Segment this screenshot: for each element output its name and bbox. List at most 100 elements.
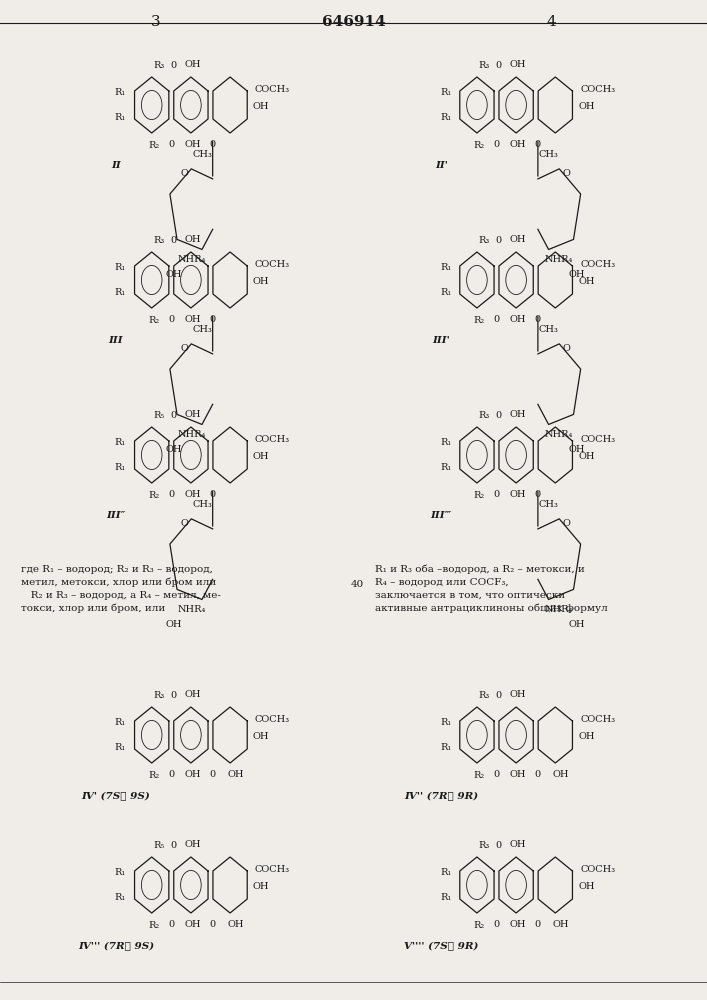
Text: OH: OH <box>578 882 595 891</box>
Text: R₁: R₁ <box>440 113 451 122</box>
Text: 0: 0 <box>168 490 175 499</box>
Text: 0: 0 <box>496 236 502 245</box>
Text: OH: OH <box>253 102 269 111</box>
Text: R₂: R₂ <box>148 921 159 930</box>
Text: 0: 0 <box>534 315 541 324</box>
Text: 0: 0 <box>168 920 175 929</box>
Text: 0: 0 <box>493 920 500 929</box>
Text: R₁: R₁ <box>440 288 451 297</box>
Text: OH: OH <box>253 277 269 286</box>
Text: OH: OH <box>510 770 526 779</box>
Text: OH: OH <box>165 445 182 454</box>
Text: OH: OH <box>578 452 595 461</box>
Text: COCH₃: COCH₃ <box>255 85 290 94</box>
Text: R₂: R₂ <box>148 491 159 500</box>
Text: NHR₄: NHR₄ <box>177 605 206 614</box>
Text: R₂: R₂ <box>148 771 159 780</box>
Text: R₁: R₁ <box>440 743 451 752</box>
Text: CH₃: CH₃ <box>539 500 559 509</box>
Text: R₂: R₂ <box>473 491 484 500</box>
Text: OH: OH <box>185 315 201 324</box>
Text: COCH₃: COCH₃ <box>580 865 615 874</box>
Text: NHR₄: NHR₄ <box>545 605 573 614</box>
Text: OH: OH <box>510 235 526 244</box>
Text: R₅: R₅ <box>153 411 164 420</box>
Text: COCH₃: COCH₃ <box>255 715 290 724</box>
Text: R₂: R₂ <box>148 316 159 325</box>
Text: OH: OH <box>253 452 269 461</box>
Text: II: II <box>111 161 121 170</box>
Text: 646914: 646914 <box>322 15 385 29</box>
Text: 0: 0 <box>168 140 175 149</box>
Text: R₁ и R₃ оба –водород, а R₂ – метокси, и
R₄ – водород или COCF₃,
заключается в то: R₁ и R₃ оба –водород, а R₂ – метокси, и … <box>375 565 607 613</box>
Text: OH: OH <box>510 920 526 929</box>
Text: 0: 0 <box>493 140 500 149</box>
Text: OH: OH <box>553 920 570 929</box>
Text: R₂: R₂ <box>148 141 159 150</box>
Text: R₁: R₁ <box>115 893 126 902</box>
Text: O: O <box>563 519 571 528</box>
Text: 40: 40 <box>351 580 363 589</box>
Text: IV''' (7R∶ 9S): IV''' (7R∶ 9S) <box>78 941 154 950</box>
Text: OH: OH <box>578 102 595 111</box>
Text: CH₃: CH₃ <box>192 500 212 509</box>
Text: 0: 0 <box>493 490 500 499</box>
Text: OH: OH <box>569 270 585 279</box>
Text: NHR₄: NHR₄ <box>177 255 206 264</box>
Text: 0: 0 <box>209 490 216 499</box>
Text: 0: 0 <box>496 411 502 420</box>
Text: R₁: R₁ <box>440 893 451 902</box>
Text: OH: OH <box>578 277 595 286</box>
Text: 0: 0 <box>168 315 175 324</box>
Text: CH₃: CH₃ <box>539 325 559 334</box>
Text: OH: OH <box>510 840 526 849</box>
Text: 0: 0 <box>534 770 541 779</box>
Text: R₁: R₁ <box>115 88 126 97</box>
Text: OH: OH <box>253 882 269 891</box>
Text: R₂: R₂ <box>473 141 484 150</box>
Text: O: O <box>180 169 188 178</box>
Text: R₃: R₃ <box>478 841 489 850</box>
Text: OH: OH <box>185 410 201 419</box>
Text: OH: OH <box>569 620 585 629</box>
Text: 0: 0 <box>209 315 216 324</box>
Text: 0: 0 <box>170 61 177 70</box>
Text: 0: 0 <box>534 920 541 929</box>
Text: O: O <box>180 344 188 353</box>
Text: R₃: R₃ <box>478 691 489 700</box>
Text: R₁: R₁ <box>440 438 451 447</box>
Text: COCH₃: COCH₃ <box>255 865 290 874</box>
Text: NHR₄: NHR₄ <box>177 430 206 439</box>
Text: IV' (7S∶ 9S): IV' (7S∶ 9S) <box>82 791 151 800</box>
Text: 0: 0 <box>496 691 502 700</box>
Text: 0: 0 <box>534 490 541 499</box>
Text: III': III' <box>433 336 450 345</box>
Text: OH: OH <box>510 60 526 69</box>
Text: R₁: R₁ <box>115 263 126 272</box>
Text: 0: 0 <box>209 140 216 149</box>
Text: 0: 0 <box>493 770 500 779</box>
Text: R₃: R₃ <box>478 236 489 245</box>
Text: 3: 3 <box>151 15 160 29</box>
Text: OH: OH <box>185 60 201 69</box>
Text: COCH₃: COCH₃ <box>255 435 290 444</box>
Text: 0: 0 <box>170 691 177 700</box>
Text: 0: 0 <box>209 920 216 929</box>
Text: R₁: R₁ <box>115 718 126 727</box>
Text: NHR₄: NHR₄ <box>545 430 573 439</box>
Text: OH: OH <box>228 770 245 779</box>
Text: R₅: R₅ <box>153 841 164 850</box>
Text: OH: OH <box>510 690 526 699</box>
Text: R₃: R₃ <box>153 691 164 700</box>
Text: 0: 0 <box>170 841 177 850</box>
Text: R₁: R₁ <box>440 463 451 472</box>
Text: R₃: R₃ <box>478 411 489 420</box>
Text: R₁: R₁ <box>440 868 451 877</box>
Text: OH: OH <box>510 490 526 499</box>
Text: CH₃: CH₃ <box>192 150 212 159</box>
Text: R₁: R₁ <box>115 438 126 447</box>
Text: OH: OH <box>185 490 201 499</box>
Text: R₁: R₁ <box>440 88 451 97</box>
Text: OH: OH <box>185 770 201 779</box>
Text: R₃: R₃ <box>153 61 164 70</box>
